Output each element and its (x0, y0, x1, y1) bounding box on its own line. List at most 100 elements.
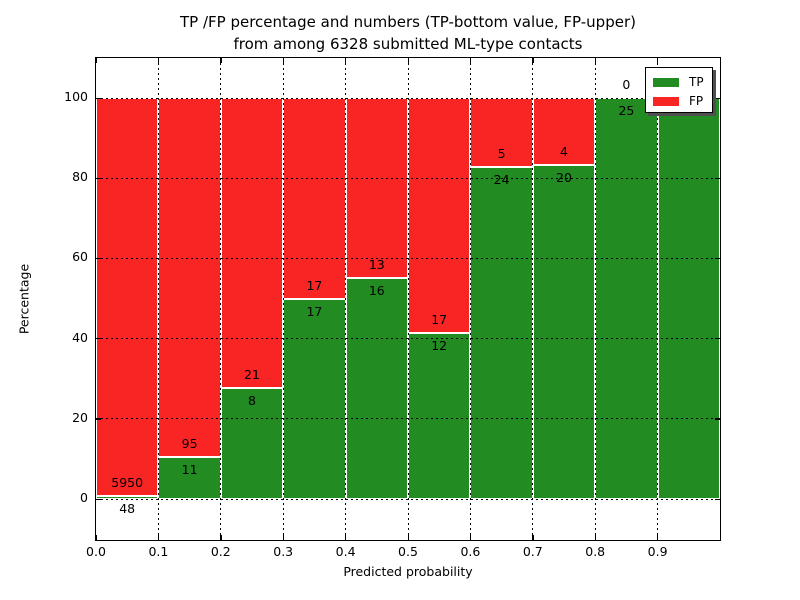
gridline-horizontal (96, 177, 720, 179)
x-tick-label: 0.7 (522, 544, 543, 559)
gridline-vertical (157, 58, 159, 540)
bar-segment-tp (532, 164, 596, 499)
gridline-horizontal (96, 257, 720, 259)
x-tick-top (532, 58, 534, 63)
y-tick-label: 60 (72, 249, 88, 265)
bar-count-label-fp: 21 (244, 367, 260, 383)
y-tick-right (715, 257, 720, 260)
gridline-horizontal (96, 338, 720, 340)
x-tick (469, 535, 472, 540)
bar-segment-fp (158, 98, 221, 458)
x-tick-top (469, 58, 472, 63)
chart-title: TP /FP percentage and numbers (TP-bottom… (96, 11, 720, 55)
bar-count-label-fp: 13 (368, 256, 385, 272)
bar-count-label-tp: 8 (248, 393, 256, 409)
bar-segment-fp (408, 98, 471, 334)
legend-swatch-tp (653, 77, 679, 87)
bar-segment-tp (158, 457, 221, 499)
x-tick (407, 535, 409, 540)
bar-count-label-tp: 25 (618, 103, 635, 118)
bar-count-label-fp: 17 (431, 312, 448, 328)
bar-segment-fp (345, 98, 408, 278)
bar-count-label-tp: 20 (556, 169, 572, 185)
x-tick-top (407, 58, 409, 63)
bar-segment-tp (96, 495, 159, 499)
bar-count-label-tp: 24 (493, 172, 510, 188)
title-line-2: from among 6328 submitted ML-type contac… (233, 35, 583, 53)
bar-count-label-tp: 12 (431, 338, 448, 354)
bar-segment-tp (220, 388, 284, 499)
legend-label: TP (689, 75, 704, 89)
gridline-vertical (407, 58, 409, 540)
x-tick (657, 535, 659, 540)
gridline-vertical (282, 58, 284, 540)
bar-count-label-fp: 4 (560, 143, 568, 159)
x-tick-top (345, 58, 347, 63)
x-tick (532, 535, 534, 540)
gridline-vertical (220, 58, 222, 540)
y-tick-label: 20 (72, 409, 88, 425)
title-line-1: TP /FP percentage and numbers (TP-bottom… (180, 13, 636, 31)
legend: TP FP (645, 67, 713, 113)
gridline-vertical (469, 58, 471, 540)
x-tick-top (657, 58, 659, 63)
legend-label: FP (689, 94, 704, 108)
x-tick-label: 0.2 (210, 544, 231, 559)
gridline-horizontal (96, 498, 720, 500)
legend-row: FP (653, 93, 703, 109)
bar-segment-tp (595, 98, 658, 499)
x-tick-top (220, 58, 222, 63)
bar-count-label-fp: 17 (306, 277, 323, 293)
x-tick (345, 535, 347, 540)
y-axis-label: Percentage (16, 263, 32, 335)
x-tick-label: 0.5 (398, 544, 418, 559)
bar-segment-tp (345, 277, 408, 499)
bar-segment-tp (657, 98, 720, 499)
gridline-vertical (532, 58, 534, 540)
x-tick-label: 0.6 (460, 544, 481, 559)
y-tick (96, 257, 101, 260)
y-tick (96, 498, 101, 500)
y-tick (96, 177, 101, 179)
y-tick-right (715, 97, 720, 99)
x-tick-label: 0.4 (335, 544, 356, 559)
x-axis-label: Predicted probability (343, 564, 473, 579)
gridline-vertical (345, 58, 347, 540)
y-tick-right (715, 177, 720, 179)
y-tick (96, 418, 101, 420)
bar-segment-fp (470, 98, 533, 168)
y-tick-label: 80 (72, 169, 88, 185)
x-tick (594, 535, 596, 540)
y-tick-right (715, 418, 720, 420)
x-tick (282, 535, 284, 540)
y-tick-label: 100 (64, 89, 88, 104)
legend-swatch-fp (653, 96, 679, 106)
x-tick (95, 535, 97, 540)
x-tick-label: 0.1 (148, 544, 169, 559)
x-tick-label: 0.9 (647, 544, 668, 559)
gridline-horizontal (96, 418, 720, 420)
bar-count-label-tp: 48 (119, 500, 136, 516)
y-tick-label: 40 (72, 329, 88, 345)
bar-segment-fp (220, 98, 284, 389)
bar-count-label-tp: 11 (181, 462, 198, 478)
bar-count-label-tp: 17 (306, 303, 323, 319)
x-tick (220, 535, 222, 540)
x-tick-label: 0.8 (585, 544, 606, 559)
bar-count-label-fp: 5950 (111, 474, 144, 490)
bar-count-label-fp: 5 (497, 146, 506, 162)
x-tick-top (282, 58, 284, 63)
x-tick-label: 0.0 (86, 544, 106, 559)
bar-count-label-tp: 16 (368, 282, 385, 298)
y-tick (96, 338, 101, 340)
bar-segment-fp (96, 98, 159, 496)
bar-segment-fp (283, 98, 346, 299)
y-tick-right (715, 338, 720, 340)
y-tick-label: 0 (80, 490, 88, 505)
y-tick-right (715, 498, 720, 500)
x-tick-top (594, 58, 596, 63)
x-tick (157, 535, 160, 540)
gridline-vertical (657, 58, 659, 540)
x-tick-label: 0.3 (273, 544, 294, 559)
